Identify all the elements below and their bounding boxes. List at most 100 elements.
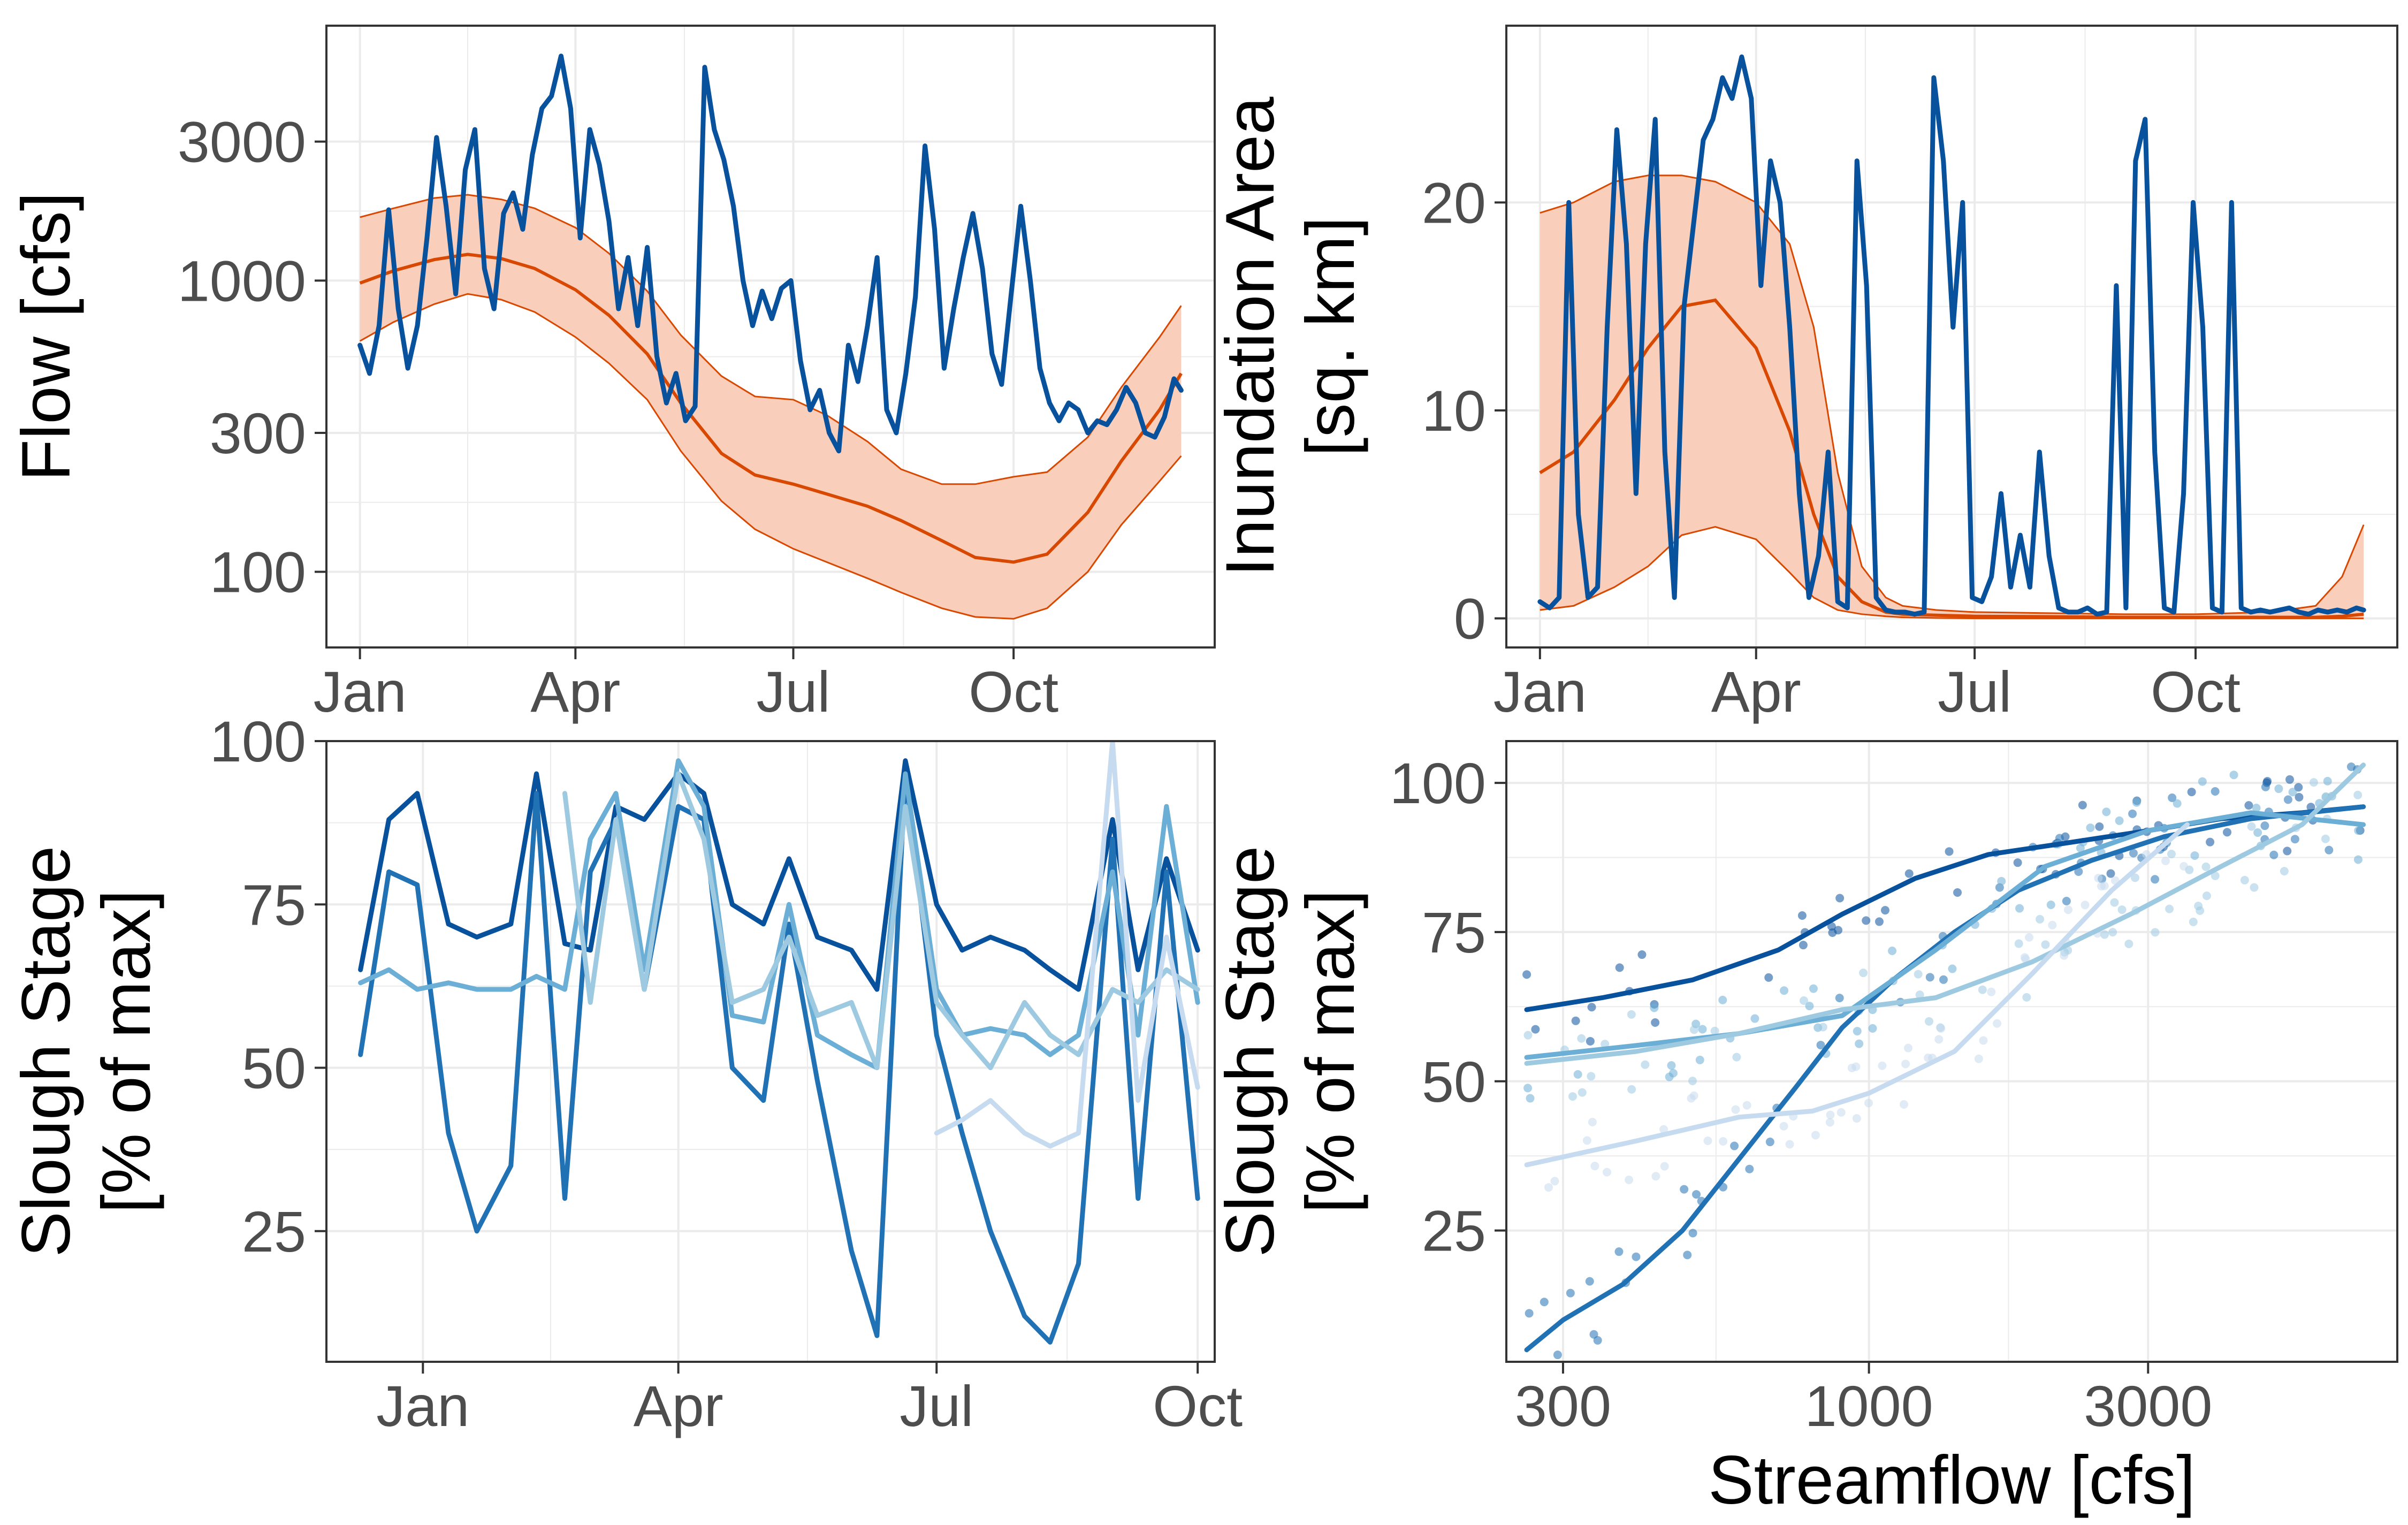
scatter-point	[1915, 990, 1924, 1000]
y-axis-title: [sq. km]	[1292, 217, 1369, 456]
scatter-point	[1651, 1018, 1660, 1027]
scatter-point	[1825, 1118, 1834, 1127]
scatter-point	[2198, 777, 2207, 786]
y-tick-label: 25	[242, 1199, 306, 1264]
scatter-point	[2269, 850, 2279, 859]
scatter-point	[2274, 784, 2283, 794]
scatter-point	[1809, 984, 1818, 993]
scatter-point	[1901, 1059, 1910, 1069]
scatter-point	[2244, 801, 2253, 810]
scatter-point	[2167, 850, 2176, 859]
scatter-point	[2353, 790, 2363, 799]
scatter-point	[2102, 807, 2111, 817]
scatter-point	[2100, 930, 2109, 939]
scatter-point	[1577, 1034, 1586, 1043]
ensemble-upper-line	[360, 194, 1182, 485]
ensemble-band	[360, 195, 1182, 619]
y-tick-label: 10	[1422, 378, 1486, 443]
scatter-point	[1526, 1094, 1535, 1103]
scatter-point	[2151, 875, 2160, 884]
scatter-point	[2048, 920, 2057, 929]
scatter-point	[2165, 904, 2174, 913]
scatter-point	[2354, 826, 2363, 835]
scatter-point	[2025, 933, 2034, 942]
slough-stage-time-panel: Jan Apr Jul Oct 25 50 75 100 Slough Stage [% of m…	[8, 709, 1243, 1438]
scatter-point	[1835, 994, 1844, 1003]
scatter-point	[2222, 828, 2231, 837]
scatter-point	[1993, 1019, 2002, 1028]
scatter-point	[1750, 1014, 1759, 1023]
scatter-point	[1659, 1125, 1668, 1134]
scatter-point	[1553, 1351, 1562, 1360]
scatter-point	[1937, 1024, 1946, 1033]
plot-area	[357, 54, 1184, 620]
scatter-point	[1805, 1002, 1814, 1011]
scatter-point	[1899, 1100, 1908, 1109]
scatter-point	[2189, 917, 2198, 926]
scatter-point	[2194, 902, 2203, 911]
scatter-point	[1603, 1168, 1612, 1177]
x-axis-title: Streamflow [cfs]	[1708, 1442, 2195, 1519]
scatter-point	[1939, 975, 1948, 984]
scatter-point	[2060, 951, 2069, 960]
plot-area	[358, 741, 1200, 1345]
scatter-point	[2078, 800, 2087, 810]
scatter-point	[2115, 816, 2124, 825]
scatter-point	[1799, 941, 1808, 950]
y-tick-label: 100	[210, 540, 306, 605]
scatter-point	[1953, 888, 1962, 897]
scatter-point	[2309, 778, 2318, 787]
y-axis-title: [% of max]	[88, 890, 165, 1214]
scatter-point	[1525, 1309, 1534, 1318]
scatter-point	[1978, 985, 1987, 994]
x-tick-label: Apr	[1711, 659, 1801, 724]
scatter-point	[2240, 875, 2249, 884]
scatter-point	[1698, 1025, 1707, 1034]
scatter-point	[1680, 1185, 1689, 1194]
scatter-point	[1627, 1085, 1636, 1094]
scatter-point	[2187, 788, 2196, 797]
scatter-point	[1731, 1105, 1740, 1114]
scatter-point	[2173, 799, 2182, 808]
scatter-point	[2108, 928, 2117, 937]
scatter-point	[1544, 1183, 1553, 1192]
scatter-point	[1522, 970, 1531, 979]
y-tick-label: 100	[210, 709, 306, 774]
scatter-point	[2094, 874, 2103, 883]
scatter-point	[1785, 1140, 1794, 1149]
x-tick-label: Oct	[2151, 659, 2241, 724]
scatter-point	[1835, 894, 1845, 903]
series-line-2	[1524, 804, 2366, 1353]
x-tick-label: Jan	[376, 1374, 469, 1438]
scatter-point	[1689, 1025, 1698, 1034]
scatter-point	[1710, 1026, 1719, 1035]
scatter-point	[1997, 876, 2006, 886]
scatter-point	[1732, 1053, 1741, 1062]
scatter-point	[1859, 969, 1868, 978]
panel-border	[325, 25, 1216, 649]
y-axis-title: Slough Stage	[8, 846, 85, 1257]
scatter-point	[1587, 1003, 1596, 1012]
y-tick-label: 300	[210, 401, 306, 466]
scatter-point	[1692, 1190, 1701, 1199]
scatter-point	[1695, 1055, 1704, 1064]
x-tick-label: Jul	[756, 659, 830, 724]
scatter-point	[2180, 861, 2189, 871]
plot-area	[1537, 54, 2366, 620]
x-tick-label: Oct	[969, 659, 1058, 724]
scatter-point	[1797, 911, 1807, 920]
scatter-point	[1568, 1092, 1577, 1101]
scatter-point	[1571, 1016, 1580, 1025]
scatter-point	[1934, 1035, 1944, 1044]
plot-area	[1522, 762, 2366, 1360]
scatter-point	[1925, 1017, 1934, 1026]
scatter-point	[1582, 1136, 1591, 1145]
y-tick-label: 25	[1422, 1199, 1486, 1263]
series-line-4	[1524, 762, 2366, 1066]
scatter-point	[1903, 1043, 1912, 1053]
ensemble-median-line	[1539, 298, 2364, 619]
scatter-point	[2325, 845, 2334, 855]
scatter-point	[1764, 973, 1773, 982]
scatter-point	[2041, 940, 2050, 949]
scatter-point	[2100, 881, 2109, 890]
